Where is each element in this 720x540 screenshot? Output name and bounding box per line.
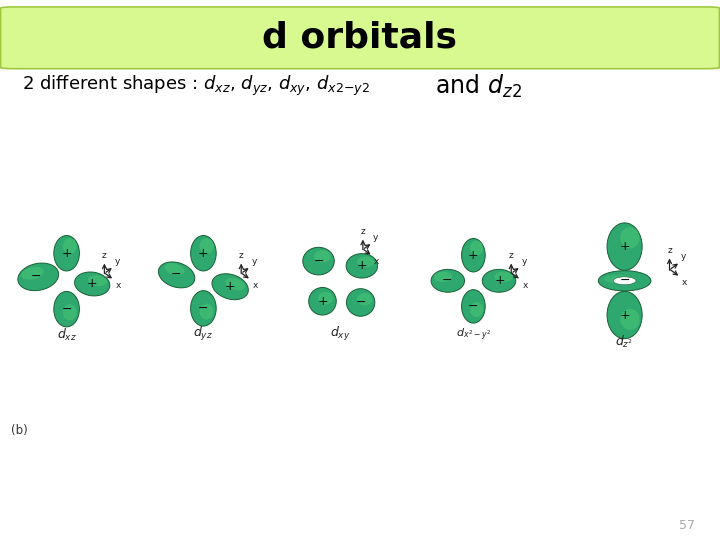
Ellipse shape bbox=[470, 302, 483, 317]
Text: +: + bbox=[225, 280, 235, 293]
Text: −: − bbox=[31, 271, 41, 284]
Ellipse shape bbox=[346, 289, 375, 316]
Ellipse shape bbox=[88, 275, 107, 286]
Ellipse shape bbox=[191, 291, 216, 326]
Ellipse shape bbox=[212, 274, 248, 300]
Ellipse shape bbox=[620, 309, 639, 330]
Ellipse shape bbox=[318, 292, 333, 305]
Text: $d_{xy}$: $d_{xy}$ bbox=[330, 325, 351, 342]
Ellipse shape bbox=[303, 247, 334, 275]
Text: +: + bbox=[61, 247, 72, 260]
Text: x: x bbox=[522, 281, 528, 290]
Text: +: + bbox=[198, 247, 209, 260]
Ellipse shape bbox=[164, 263, 184, 275]
Text: y: y bbox=[373, 233, 379, 242]
Text: −: − bbox=[313, 255, 324, 268]
Ellipse shape bbox=[604, 275, 632, 283]
Text: −: − bbox=[61, 302, 72, 316]
Ellipse shape bbox=[199, 303, 214, 320]
Ellipse shape bbox=[470, 241, 483, 255]
Ellipse shape bbox=[63, 238, 77, 254]
Text: −: − bbox=[619, 274, 630, 287]
Text: −: − bbox=[356, 296, 366, 309]
Ellipse shape bbox=[482, 269, 516, 292]
Text: +: + bbox=[495, 274, 505, 287]
Text: −: − bbox=[468, 300, 479, 313]
Ellipse shape bbox=[225, 278, 245, 291]
Text: −: − bbox=[441, 274, 452, 287]
Ellipse shape bbox=[434, 272, 452, 282]
Text: z: z bbox=[102, 251, 107, 260]
Text: +: + bbox=[318, 295, 328, 308]
Ellipse shape bbox=[431, 269, 464, 292]
Text: x: x bbox=[374, 257, 379, 266]
Text: y: y bbox=[681, 252, 686, 261]
Ellipse shape bbox=[495, 272, 513, 282]
Ellipse shape bbox=[607, 223, 642, 270]
Text: x: x bbox=[252, 281, 258, 290]
Text: and $d_{z2}$: and $d_{z2}$ bbox=[428, 72, 523, 100]
Text: 2 different shapes : $d_{xz}$, $d_{yz}$, $d_{xy}$, $d_{x2\mathsf{-}y2}$: 2 different shapes : $d_{xz}$, $d_{yz}$,… bbox=[22, 74, 369, 98]
Ellipse shape bbox=[18, 263, 58, 291]
Ellipse shape bbox=[357, 293, 372, 306]
Text: z: z bbox=[667, 246, 672, 255]
Ellipse shape bbox=[199, 238, 214, 254]
Text: $d_{x^2-y^2}$: $d_{x^2-y^2}$ bbox=[456, 326, 491, 342]
Ellipse shape bbox=[598, 271, 651, 291]
Ellipse shape bbox=[309, 287, 336, 315]
Text: z: z bbox=[239, 251, 243, 260]
Text: (b): (b) bbox=[11, 424, 27, 437]
Ellipse shape bbox=[346, 254, 377, 278]
Text: y: y bbox=[114, 257, 120, 266]
Text: y: y bbox=[521, 257, 527, 266]
Ellipse shape bbox=[158, 262, 195, 288]
Text: 57: 57 bbox=[679, 519, 695, 532]
Text: +: + bbox=[87, 278, 97, 291]
Text: +: + bbox=[468, 249, 479, 262]
Text: −: − bbox=[198, 302, 209, 315]
Text: d orbitals: d orbitals bbox=[263, 21, 457, 55]
Ellipse shape bbox=[63, 305, 77, 320]
Ellipse shape bbox=[613, 277, 636, 285]
Ellipse shape bbox=[191, 235, 216, 271]
Text: z: z bbox=[509, 251, 513, 260]
Text: +: + bbox=[619, 240, 630, 253]
Ellipse shape bbox=[357, 256, 374, 267]
Text: z: z bbox=[361, 227, 365, 236]
Ellipse shape bbox=[54, 235, 79, 271]
Text: $d_{yz}$: $d_{yz}$ bbox=[194, 325, 213, 342]
FancyBboxPatch shape bbox=[1, 7, 719, 69]
Text: −: − bbox=[171, 268, 181, 281]
Ellipse shape bbox=[462, 239, 485, 272]
Ellipse shape bbox=[462, 289, 485, 323]
Text: $d_{xz}$: $d_{xz}$ bbox=[57, 327, 76, 342]
Ellipse shape bbox=[620, 227, 639, 248]
Text: x: x bbox=[682, 278, 688, 287]
Ellipse shape bbox=[22, 267, 44, 280]
Text: y: y bbox=[251, 257, 257, 266]
Text: x: x bbox=[115, 281, 121, 290]
Ellipse shape bbox=[314, 250, 331, 262]
Ellipse shape bbox=[54, 292, 79, 327]
Ellipse shape bbox=[75, 272, 110, 296]
Text: +: + bbox=[619, 308, 630, 321]
Text: $d_{z^2}$: $d_{z^2}$ bbox=[616, 334, 634, 349]
Ellipse shape bbox=[607, 292, 642, 339]
Text: +: + bbox=[356, 259, 367, 272]
